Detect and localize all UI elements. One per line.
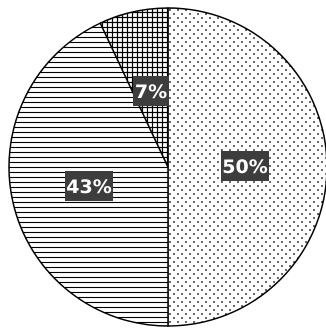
data-label-box (133, 76, 169, 106)
data-label-box (65, 171, 113, 201)
data-label-box (221, 151, 269, 181)
data-label: 43% (66, 176, 111, 198)
data-label: 7% (135, 81, 167, 103)
data-label: 50% (222, 156, 267, 178)
